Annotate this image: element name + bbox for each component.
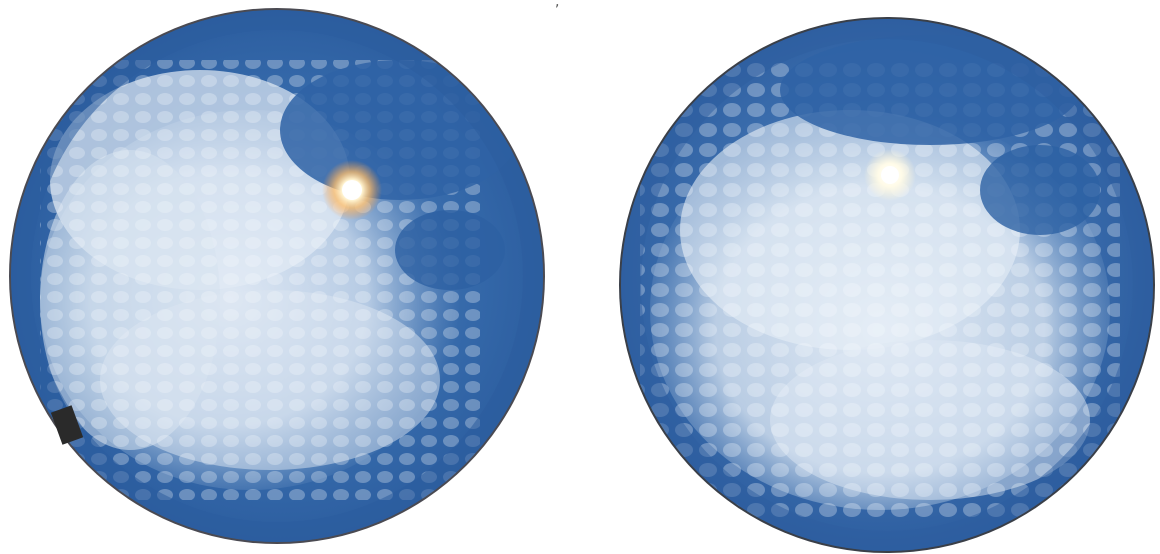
- left-fisheye-sky-image: [9, 8, 545, 544]
- right-fisheye-sky-image: [619, 17, 1155, 553]
- top-mark: ,: [555, 0, 560, 10]
- left-edge-object: [50, 405, 84, 445]
